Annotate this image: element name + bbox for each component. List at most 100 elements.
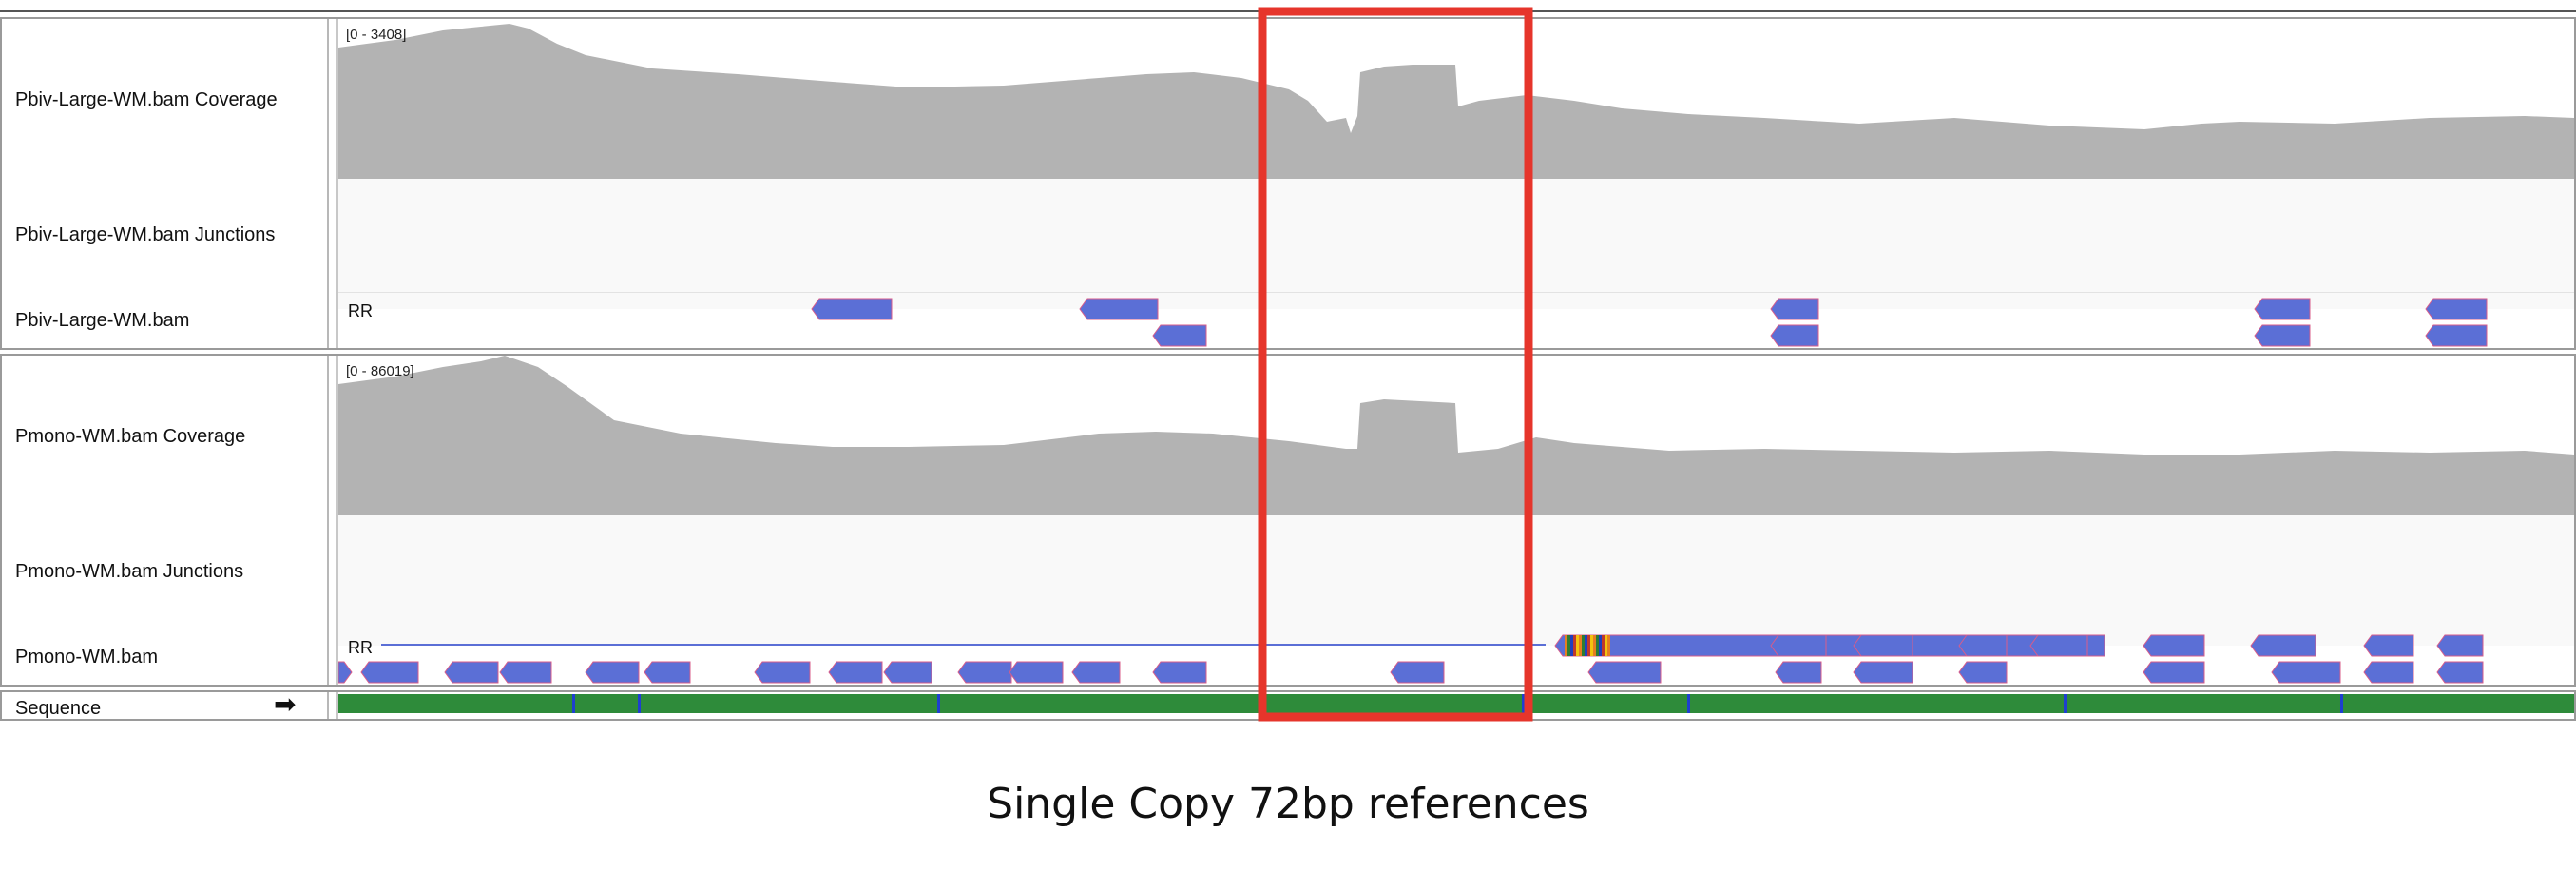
- sequence-base: [1180, 694, 1182, 713]
- alignment-reads[interactable]: [338, 19, 2574, 352]
- read-block: [1853, 634, 1913, 657]
- track-label-alignment[interactable]: Pmono-WM.bam: [15, 647, 159, 668]
- sequence-base: [2437, 694, 2440, 713]
- sequence-base: [1479, 694, 1482, 713]
- sequence-base: [894, 694, 897, 713]
- sequence-base: [1764, 694, 1767, 713]
- sequence-base: [2355, 694, 2357, 713]
- sequence-base: [490, 694, 492, 713]
- sequence-base: [1336, 694, 1339, 713]
- sequence-label[interactable]: Sequence: [15, 698, 102, 719]
- track-label-junctions[interactable]: Pbiv-Large-WM.bam Junctions: [15, 224, 276, 245]
- sequence-base: [1365, 694, 1368, 713]
- sequence-base: [538, 694, 541, 713]
- sequence-base: [755, 694, 758, 713]
- sequence-base: [1770, 694, 1773, 713]
- sequence-base: [1413, 694, 1416, 713]
- sequence-base: [2021, 694, 2024, 713]
- sequence-base: [2520, 694, 2523, 713]
- sequence-base: [1408, 694, 1411, 713]
- sequence-base: [1830, 694, 1833, 713]
- sequence-base: [2323, 694, 2326, 713]
- track-label-coverage[interactable]: Pbiv-Large-WM.bam Coverage: [15, 89, 278, 110]
- sequence-base: [1254, 694, 1257, 713]
- sequence-base: [529, 694, 532, 713]
- track-data-area[interactable]: [0 - 3408] RR: [336, 19, 2574, 348]
- sequence-base: [2035, 694, 2038, 713]
- sequence-base: [604, 694, 606, 713]
- sequence-base: [2269, 694, 2272, 713]
- sequence-base: [1131, 694, 1134, 713]
- sequence-data-area[interactable]: [336, 692, 2574, 719]
- sequence-base: [1719, 694, 1721, 713]
- sequence-base: [2047, 694, 2049, 713]
- sequence-base: [1388, 694, 1391, 713]
- sequence-base: [1374, 694, 1376, 713]
- sequence-base: [455, 694, 458, 713]
- track-panel-pmono[interactable]: Pmono-WM.bam Coverage Pmono-WM.bam Junct…: [0, 354, 2576, 687]
- mismatch-base: [1596, 635, 1599, 656]
- track-data-area[interactable]: [0 - 86019] RR: [336, 356, 2574, 685]
- read-block: [811, 298, 893, 320]
- sequence-base: [952, 694, 954, 713]
- sequence-base: [1787, 694, 1790, 713]
- sequence-base: [1451, 694, 1453, 713]
- sequence-base: [1023, 694, 1026, 713]
- sequence-base: [2366, 694, 2369, 713]
- sequence-base: [889, 694, 892, 713]
- sequence-base: [2044, 694, 2047, 713]
- sequence-base: [2166, 694, 2169, 713]
- sequence-base: [1904, 694, 1907, 713]
- sequence-base: [2374, 694, 2377, 713]
- sequence-base: [1913, 694, 1915, 713]
- track-panel-pbiv[interactable]: Pbiv-Large-WM.bam Coverage Pbiv-Large-WM…: [0, 17, 2576, 350]
- sequence-base: [1094, 694, 1097, 713]
- sequence-base: [472, 694, 475, 713]
- sequence-base: [2135, 694, 2138, 713]
- sequence-base: [1858, 694, 1861, 713]
- sequence-base: [464, 694, 467, 713]
- read-block: [1770, 634, 1827, 657]
- sequence-base: [450, 694, 452, 713]
- sequence-base: [478, 694, 481, 713]
- sequence-base: [1864, 694, 1867, 713]
- sequence-base: [2143, 694, 2146, 713]
- sequence-base: [1548, 694, 1550, 713]
- sequence-base: [798, 694, 800, 713]
- sequence-track[interactable]: Sequence: [0, 690, 2576, 721]
- sequence-base: [2548, 694, 2551, 713]
- sequence-base: [421, 694, 424, 713]
- sequence-base: [2058, 694, 2061, 713]
- sequence-base: [1682, 694, 1684, 713]
- sequence-base: [1562, 694, 1565, 713]
- sequence-base: [2252, 694, 2255, 713]
- sequence-base: [812, 694, 815, 713]
- sequence-base: [2283, 694, 2286, 713]
- read-block: [2250, 634, 2316, 657]
- sequence-base: [2426, 694, 2429, 713]
- sequence-base: [527, 694, 529, 713]
- sequence-base: [1542, 694, 1545, 713]
- track-label-coverage[interactable]: Pmono-WM.bam Coverage: [15, 426, 246, 447]
- read-block: [1152, 661, 1207, 684]
- sequence-base: [2049, 694, 2052, 713]
- mismatch-base: [1599, 635, 1602, 656]
- sequence-base: [1074, 694, 1077, 713]
- track-label-alignment[interactable]: Pbiv-Large-WM.bam: [15, 310, 190, 331]
- sequence-base: [1670, 694, 1673, 713]
- alignment-reads[interactable]: [338, 356, 2574, 688]
- sequence-base: [1753, 694, 1756, 713]
- sequence-base: [2560, 694, 2563, 713]
- track-label-junctions[interactable]: Pmono-WM.bam Junctions: [15, 561, 244, 582]
- sequence-base: [635, 694, 638, 713]
- right-arrow-icon[interactable]: ➡: [274, 689, 297, 719]
- sequence-base: [2303, 694, 2306, 713]
- sequence-base: [2360, 694, 2363, 713]
- sequence-base: [2149, 694, 2152, 713]
- sequence-base: [1220, 694, 1222, 713]
- sequence-base: [829, 694, 832, 713]
- sequence-base: [1964, 694, 1967, 713]
- sequence-base: [535, 694, 538, 713]
- sequence-base: [1317, 694, 1319, 713]
- sequence-base: [1385, 694, 1388, 713]
